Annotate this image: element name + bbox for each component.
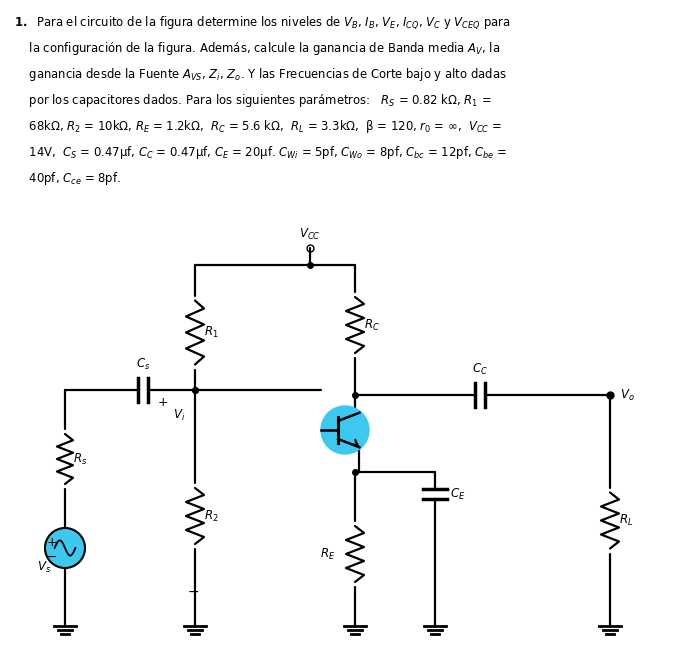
Text: 40pf, $C_{ce}$ = 8pf.: 40pf, $C_{ce}$ = 8pf. <box>14 170 121 187</box>
Circle shape <box>45 528 85 568</box>
Text: $R_1$: $R_1$ <box>204 325 218 340</box>
Text: $-$: $-$ <box>46 550 57 562</box>
Circle shape <box>321 406 369 454</box>
Text: $V_s$: $V_s$ <box>37 560 51 575</box>
Text: ganancia desde la Fuente $A_{VS}$, $Z_i$, $Z_o$. Y las Frecuencias de Corte bajo: ganancia desde la Fuente $A_{VS}$, $Z_i$… <box>14 66 507 83</box>
Text: $\mathbf{1.}$  Para el circuito de la figura determine los niveles de $V_B$, $I_: $\mathbf{1.}$ Para el circuito de la fig… <box>14 14 511 31</box>
Text: $+$: $+$ <box>45 536 57 548</box>
Text: $-$: $-$ <box>187 584 199 598</box>
Text: $R_s$: $R_s$ <box>73 452 88 466</box>
Text: $R_L$: $R_L$ <box>619 513 633 528</box>
Text: 68kΩ, $R_2$ = 10kΩ, $R_E$ = 1.2kΩ,  $R_C$ = 5.6 kΩ,  $R_L$ = 3.3kΩ,  β = 120, $r: 68kΩ, $R_2$ = 10kΩ, $R_E$ = 1.2kΩ, $R_C$… <box>14 118 502 135</box>
Text: la configuración de la figura. Además, calcule la ganancia de Banda media $A_V$,: la configuración de la figura. Además, c… <box>14 40 500 57</box>
Text: $R_2$: $R_2$ <box>204 508 218 524</box>
Text: $C_s$: $C_s$ <box>136 357 150 372</box>
Text: $C_C$: $C_C$ <box>472 362 488 377</box>
Text: $V_{CC}$: $V_{CC}$ <box>299 227 321 242</box>
Text: $C_E$: $C_E$ <box>450 486 465 502</box>
Text: $V_o$: $V_o$ <box>620 387 635 403</box>
Text: 14V,  $C_S$ = 0.47μf, $C_C$ = 0.47μf, $C_E$ = 20μf. $C_{Wi}$ = 5pf, $C_{Wo}$ = 8: 14V, $C_S$ = 0.47μf, $C_C$ = 0.47μf, $C_… <box>14 144 507 161</box>
Text: $R_E$: $R_E$ <box>320 546 335 562</box>
Text: $+$: $+$ <box>157 396 168 409</box>
Text: $R_C$: $R_C$ <box>364 317 380 333</box>
Text: $V_i$: $V_i$ <box>173 408 185 423</box>
Text: por los capacitores dados. Para los siguientes parámetros:   $R_S$ = 0.82 kΩ, $R: por los capacitores dados. Para los sigu… <box>14 92 491 109</box>
